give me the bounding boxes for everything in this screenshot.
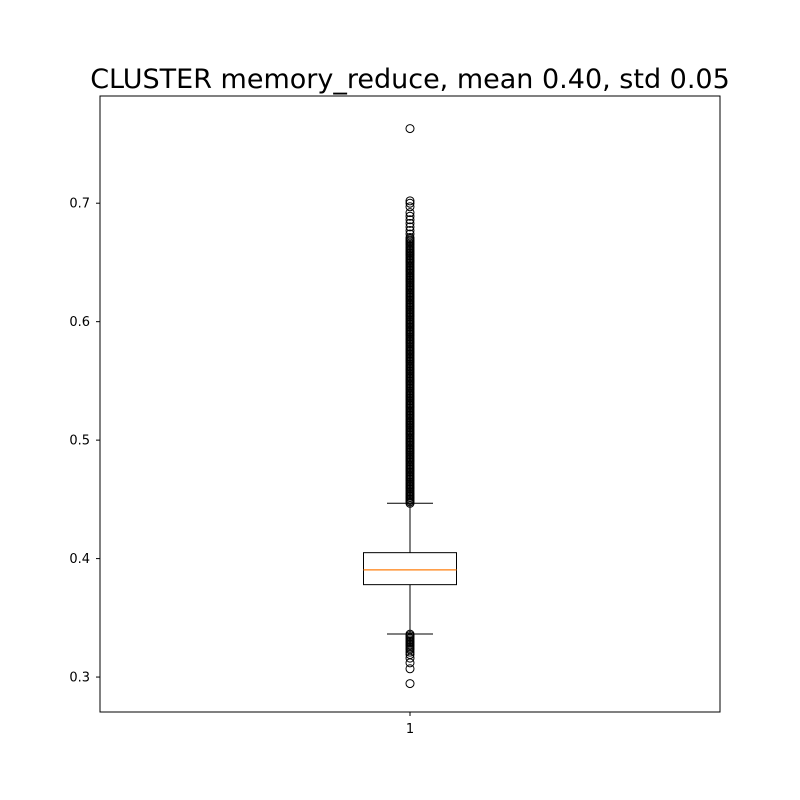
x-axis: 1	[406, 712, 414, 737]
outlier-point	[405, 232, 415, 242]
boxplot-series	[363, 124, 457, 689]
outlier-point	[405, 211, 415, 221]
y-tick-label: 0.5	[69, 434, 90, 449]
outlier-point	[405, 679, 415, 689]
outlier-point	[405, 653, 415, 663]
y-tick-label: 0.7	[69, 197, 90, 212]
outlier-point	[405, 198, 415, 208]
outlier-point	[405, 222, 415, 232]
iqr-box	[363, 552, 457, 586]
outlier-point	[405, 225, 415, 235]
y-axis: 0.3 0.4 0.5 0.6 0.7	[69, 197, 100, 686]
outlier-point	[405, 196, 415, 206]
y-tick-label: 0.4	[69, 552, 90, 567]
y-tick-label: 0.6	[69, 315, 90, 330]
outlier-point	[405, 202, 415, 212]
chart-title: CLUSTER memory_reduce, mean 0.40, std 0.…	[90, 64, 730, 95]
outlier-point	[405, 229, 415, 239]
outlier-point	[405, 664, 415, 674]
x-tick-label: 1	[406, 722, 414, 737]
outlier-point	[405, 218, 415, 228]
outlier-point	[405, 124, 415, 134]
outlier-point	[405, 629, 415, 639]
outlier-point	[405, 647, 415, 657]
outlier-point	[405, 208, 415, 218]
outlier-point	[405, 215, 415, 225]
outlier-point	[405, 658, 415, 668]
y-tick-label: 0.3	[69, 671, 90, 686]
